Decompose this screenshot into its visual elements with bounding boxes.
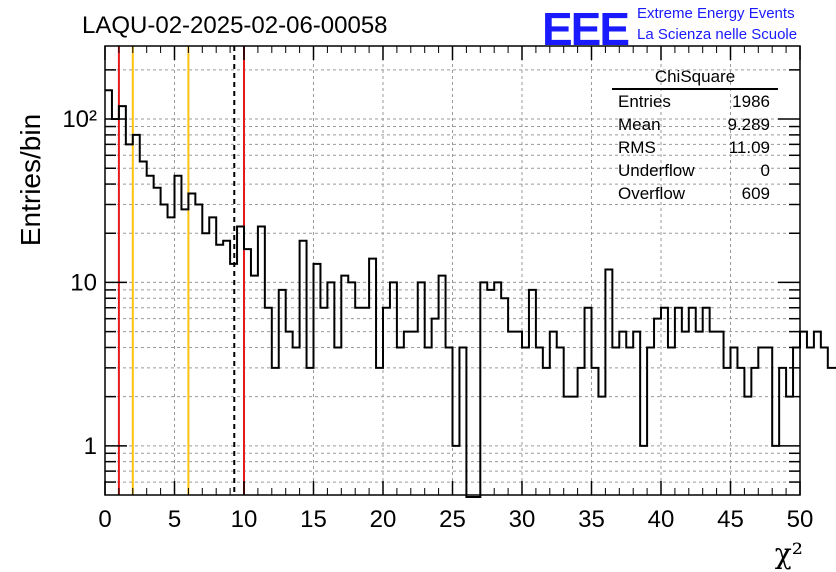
y-axis-ticks: 1 10 10²: [62, 69, 800, 483]
x-tick-label: 20: [370, 506, 397, 533]
x-axis-label: χ²: [775, 537, 803, 570]
stats-row-mean: Mean 9.289: [612, 113, 778, 136]
stats-row-overflow: Overflow 609: [612, 182, 778, 205]
x-tick-label: 45: [717, 506, 744, 533]
x-tick-label: 15: [300, 506, 327, 533]
stats-label: Entries: [618, 92, 671, 111]
logo-line-1: Extreme Energy Events: [637, 5, 795, 22]
stats-label: Mean: [618, 115, 661, 134]
stats-label: RMS: [618, 138, 656, 157]
stats-box: ChiSquare Entries 1986 Mean 9.289 RMS 11…: [612, 66, 778, 205]
x-tick-label: 40: [648, 506, 675, 533]
y-tick-label: 10²: [62, 106, 97, 133]
stats-row-rms: RMS 11.09: [612, 136, 778, 159]
x-axis-ticks: 0 5 10 15 20 25 30 35 40 45 50: [98, 46, 813, 533]
stats-label: Underflow: [618, 161, 695, 180]
stats-value: 609: [741, 184, 770, 203]
stats-value: 11.09: [728, 138, 770, 157]
eee-logo: EEE: [542, 3, 630, 55]
x-tick-label: 50: [787, 506, 814, 533]
x-tick-label: 5: [168, 506, 181, 533]
stats-value: 9.289: [727, 115, 770, 134]
x-tick-label: 10: [231, 506, 258, 533]
x-tick-label: 0: [98, 506, 111, 533]
marker-lines: [117, 46, 245, 495]
stats-row-entries: Entries 1986: [612, 90, 778, 113]
y-tick-label: 1: [84, 433, 97, 460]
x-tick-label: 30: [509, 506, 536, 533]
x-tick-label: 35: [578, 506, 605, 533]
stats-row-underflow: Underflow 0: [612, 159, 778, 182]
stats-label: Overflow: [618, 184, 686, 203]
y-axis-label: Entries/bin: [15, 114, 46, 246]
chart-title: LAQU-02-2025-02-06-00058: [82, 12, 388, 39]
histogram-outline: [105, 89, 836, 498]
y-tick-label: 10: [70, 269, 97, 296]
stats-value: 1986: [732, 92, 770, 111]
stats-title: ChiSquare: [612, 66, 778, 90]
x-tick-label: 25: [439, 506, 466, 533]
grid-lines: [105, 46, 800, 495]
stats-value: 0: [760, 161, 770, 180]
logo-line-2: La Scienza nelle Scuole: [637, 26, 798, 43]
